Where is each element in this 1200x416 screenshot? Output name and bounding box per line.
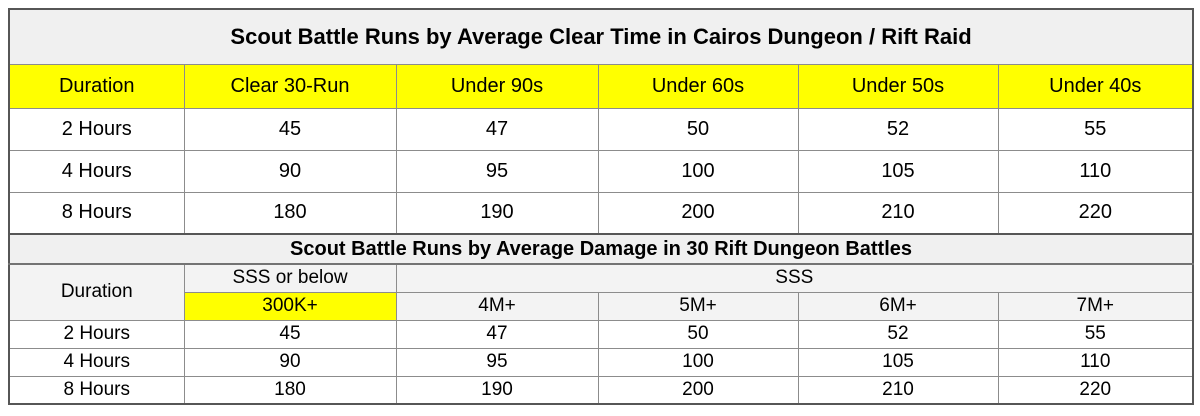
value-cell: 220 xyxy=(997,375,1194,405)
value-cell: 180 xyxy=(183,375,397,405)
col-header-duration-2: Duration xyxy=(8,263,185,321)
value-cell: 100 xyxy=(597,347,799,377)
col-header-under-90s: Under 90s xyxy=(395,63,599,109)
value-cell: 52 xyxy=(797,319,999,349)
col-header-duration: Duration xyxy=(8,63,185,109)
battle-runs-sheet: Scout Battle Runs by Average Clear Time … xyxy=(8,8,1195,405)
value-cell: 210 xyxy=(797,191,999,235)
duration-cell: 4 Hours xyxy=(8,149,185,193)
damage-title: Scout Battle Runs by Average Damage in 3… xyxy=(8,233,1194,265)
clear-time-header-row: Duration Clear 30-Run Under 90s Under 60… xyxy=(8,63,1194,109)
value-cell: 50 xyxy=(597,319,799,349)
duration-cell: 2 Hours xyxy=(8,107,185,151)
value-cell: 52 xyxy=(797,107,999,151)
damage-threshold-header-row: 300K+ 4M+ 5M+ 6M+ 7M+ xyxy=(9,291,1194,321)
clear-time-title-row: Scout Battle Runs by Average Clear Time … xyxy=(8,8,1194,65)
damage-grade-header-row: Duration SSS or below SSS xyxy=(8,263,1194,321)
value-cell: 190 xyxy=(395,375,599,405)
duration-cell: 8 Hours xyxy=(8,191,185,235)
grade-header-sss: SSS xyxy=(395,263,1194,293)
damage-row-4h: 4 Hours 90 95 100 105 110 xyxy=(8,347,1194,377)
value-cell: 110 xyxy=(997,347,1194,377)
threshold-header-6m: 6M+ xyxy=(797,291,999,321)
clear-time-row-8h: 8 Hours 180 190 200 210 220 xyxy=(8,191,1194,235)
threshold-header-5m: 5M+ xyxy=(597,291,799,321)
value-cell: 55 xyxy=(997,107,1194,151)
value-cell: 200 xyxy=(597,191,799,235)
value-cell: 50 xyxy=(597,107,799,151)
col-header-clear-30-run: Clear 30-Run xyxy=(183,63,397,109)
value-cell: 47 xyxy=(395,107,599,151)
value-cell: 220 xyxy=(997,191,1194,235)
value-cell: 105 xyxy=(797,149,999,193)
scout-battle-runs-table: Scout Battle Runs by Average Clear Time … xyxy=(8,8,1195,405)
threshold-header-300k: 300K+ xyxy=(183,291,397,321)
damage-title-row: Scout Battle Runs by Average Damage in 3… xyxy=(8,233,1194,265)
value-cell: 95 xyxy=(395,347,599,377)
value-cell: 90 xyxy=(183,347,397,377)
clear-time-row-4h: 4 Hours 90 95 100 105 110 xyxy=(8,149,1194,193)
value-cell: 210 xyxy=(797,375,999,405)
threshold-header-4m: 4M+ xyxy=(395,291,599,321)
threshold-header-7m: 7M+ xyxy=(997,291,1194,321)
clear-time-row-2h: 2 Hours 45 47 50 52 55 xyxy=(8,107,1194,151)
value-cell: 90 xyxy=(183,149,397,193)
duration-cell: 2 Hours xyxy=(8,319,185,349)
value-cell: 200 xyxy=(597,375,799,405)
value-cell: 190 xyxy=(395,191,599,235)
value-cell: 105 xyxy=(797,347,999,377)
damage-row-8h: 8 Hours 180 190 200 210 220 xyxy=(8,375,1194,405)
damage-row-2h: 2 Hours 45 47 50 52 55 xyxy=(8,319,1194,349)
clear-time-title: Scout Battle Runs by Average Clear Time … xyxy=(8,8,1194,65)
value-cell: 45 xyxy=(183,107,397,151)
value-cell: 55 xyxy=(997,319,1194,349)
value-cell: 180 xyxy=(183,191,397,235)
col-header-under-50s: Under 50s xyxy=(797,63,999,109)
col-header-under-60s: Under 60s xyxy=(597,63,799,109)
duration-cell: 8 Hours xyxy=(8,375,185,405)
value-cell: 45 xyxy=(183,319,397,349)
value-cell: 100 xyxy=(597,149,799,193)
value-cell: 47 xyxy=(395,319,599,349)
duration-cell: 4 Hours xyxy=(8,347,185,377)
grade-header-sss-or-below: SSS or below xyxy=(183,263,397,293)
col-header-under-40s: Under 40s xyxy=(997,63,1194,109)
value-cell: 110 xyxy=(997,149,1194,193)
value-cell: 95 xyxy=(395,149,599,193)
